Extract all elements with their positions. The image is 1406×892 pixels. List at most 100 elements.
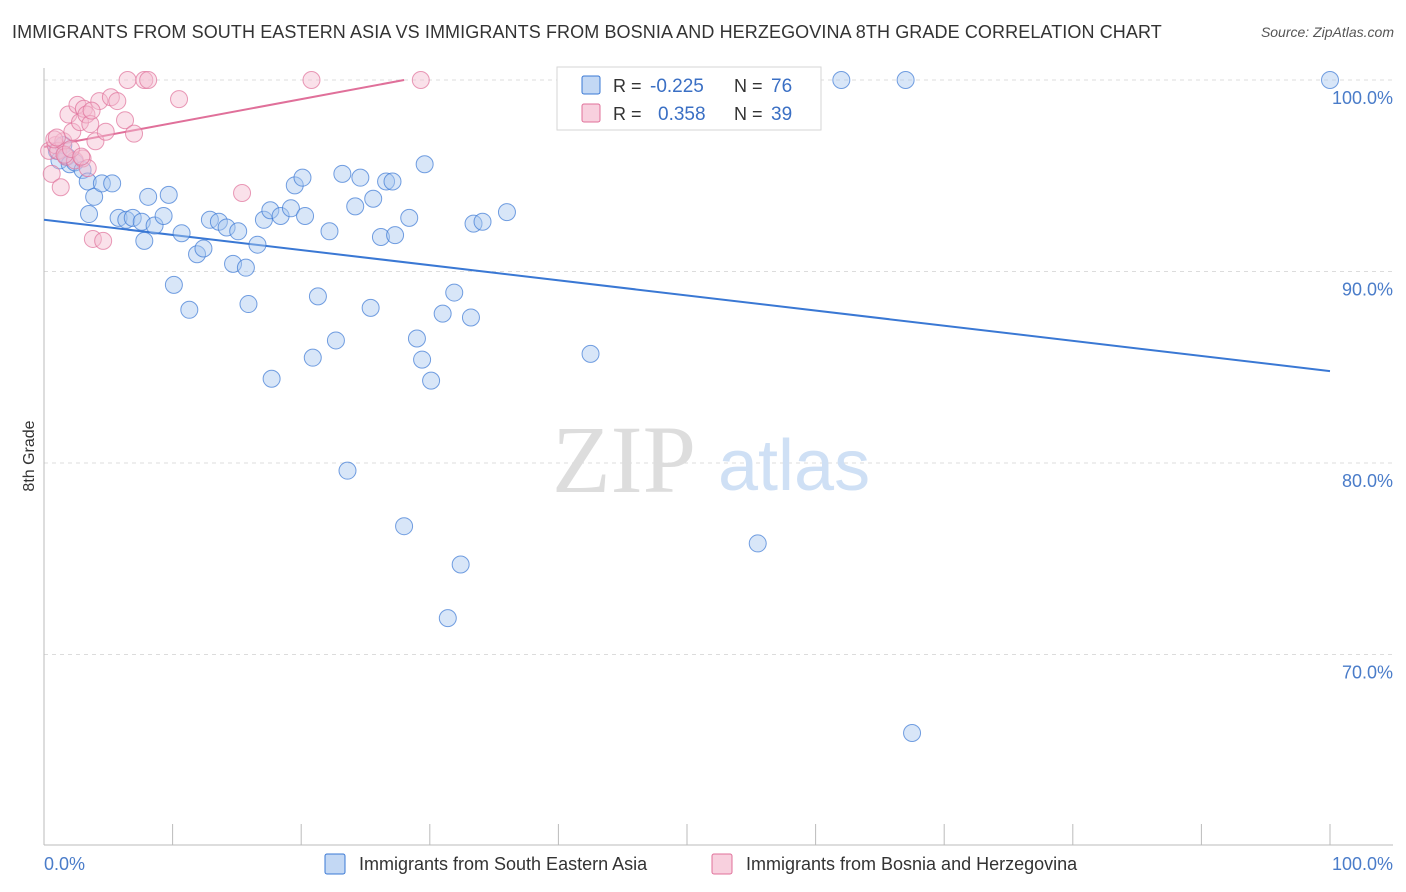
point-blue-8 bbox=[80, 205, 99, 224]
stats-n-value-pink: 39 bbox=[771, 104, 792, 125]
point-blue-54 bbox=[383, 172, 402, 191]
point-blue-38 bbox=[281, 199, 300, 218]
point-pink-36 bbox=[72, 147, 91, 166]
point-blue-42 bbox=[303, 348, 322, 367]
point-blue-59 bbox=[413, 350, 432, 369]
chart-title: IMMIGRANTS FROM SOUTH EASTERN ASIA VS IM… bbox=[12, 22, 1162, 42]
x-tick-label-min: 0.0% bbox=[44, 854, 85, 874]
point-pink-1 bbox=[42, 164, 61, 183]
point-blue-23 bbox=[180, 300, 199, 319]
y-tick-label-70: 70.0% bbox=[1342, 663, 1393, 683]
legend-swatch-south-eastern-asia bbox=[324, 853, 346, 875]
point-pink-16 bbox=[81, 115, 100, 134]
point-blue-33 bbox=[248, 235, 267, 254]
point-blue-14 bbox=[123, 208, 142, 227]
stats-r-label-blue: R = bbox=[613, 76, 642, 96]
source-label: Source: ZipAtlas.com bbox=[1260, 24, 1394, 40]
stats-r-value-pink: 0.358 bbox=[658, 104, 706, 125]
point-blue-57 bbox=[400, 208, 419, 227]
stats-r-label-pink: R = bbox=[613, 104, 642, 124]
point-pink-27 bbox=[135, 71, 154, 89]
point-blue-63 bbox=[438, 609, 457, 628]
point-blue-49 bbox=[351, 168, 370, 187]
point-blue-20 bbox=[159, 185, 178, 204]
point-blue-28 bbox=[217, 218, 236, 237]
watermark: ZIP atlas bbox=[552, 406, 870, 513]
point-pink-32 bbox=[411, 71, 430, 89]
stats-r-value-blue: -0.225 bbox=[650, 76, 704, 97]
y-tick-label-90: 90.0% bbox=[1342, 280, 1393, 300]
point-blue-56 bbox=[395, 517, 414, 536]
trend-line-pink bbox=[43, 79, 405, 149]
point-blue-48 bbox=[346, 197, 365, 216]
point-blue-12 bbox=[109, 208, 128, 227]
point-blue-66 bbox=[461, 308, 480, 327]
legend-swatch-bosnia-herzegovina bbox=[711, 853, 733, 875]
watermark-atlas: atlas bbox=[718, 426, 870, 506]
point-blue-71 bbox=[748, 534, 767, 553]
point-pink-24 bbox=[116, 111, 135, 130]
x-tick-label-max: 100.0% bbox=[1332, 854, 1393, 874]
point-blue-70 bbox=[581, 344, 600, 363]
point-blue-72 bbox=[832, 71, 851, 89]
point-blue-35 bbox=[261, 201, 280, 220]
point-pink-28 bbox=[139, 71, 158, 89]
point-blue-60 bbox=[415, 155, 434, 174]
point-pink-21 bbox=[96, 122, 115, 141]
point-pink-31 bbox=[302, 71, 321, 89]
point-pink-20 bbox=[94, 231, 113, 250]
point-blue-62 bbox=[433, 304, 452, 323]
point-blue-44 bbox=[320, 222, 339, 241]
legend-label-south-eastern-asia: Immigrants from South Eastern Asia bbox=[359, 854, 648, 874]
point-blue-65 bbox=[451, 555, 470, 574]
stats-legend: R = -0.225 N = 76 R = 0.358 N = 39 bbox=[556, 66, 822, 131]
point-blue-36 bbox=[262, 369, 281, 388]
point-blue-73 bbox=[896, 71, 915, 89]
point-blue-67 bbox=[464, 214, 483, 233]
point-blue-22 bbox=[172, 224, 191, 243]
point-blue-18 bbox=[145, 216, 164, 235]
stats-legend-box bbox=[556, 66, 822, 131]
legend-label-bosnia-herzegovina: Immigrants from Bosnia and Herzegovina bbox=[746, 854, 1078, 874]
point-blue-7 bbox=[78, 172, 97, 191]
point-blue-32 bbox=[239, 295, 258, 314]
point-blue-64 bbox=[445, 283, 464, 302]
point-blue-16 bbox=[135, 231, 154, 250]
point-pink-19 bbox=[90, 92, 109, 111]
point-blue-41 bbox=[296, 206, 315, 225]
stats-n-value-blue: 76 bbox=[771, 76, 792, 97]
grid-lines bbox=[44, 79, 1393, 655]
point-pink-35 bbox=[62, 139, 81, 158]
point-blue-21 bbox=[164, 275, 183, 294]
axes bbox=[43, 68, 1393, 846]
stats-n-label-blue: N = bbox=[734, 76, 763, 96]
point-blue-53 bbox=[377, 172, 396, 191]
point-blue-74 bbox=[903, 724, 922, 743]
point-blue-30 bbox=[229, 222, 248, 241]
point-blue-10 bbox=[92, 174, 111, 193]
point-blue-58 bbox=[407, 329, 426, 348]
point-blue-9 bbox=[85, 187, 104, 206]
point-blue-31 bbox=[236, 258, 255, 277]
point-blue-68 bbox=[473, 212, 492, 231]
point-blue-43 bbox=[308, 287, 327, 306]
point-blue-25 bbox=[194, 239, 213, 258]
point-blue-55 bbox=[386, 226, 405, 245]
point-blue-45 bbox=[326, 331, 345, 350]
point-pink-25 bbox=[118, 71, 137, 89]
point-pink-38 bbox=[47, 128, 66, 147]
point-blue-51 bbox=[364, 189, 383, 208]
point-blue-52 bbox=[371, 228, 390, 247]
point-pink-4 bbox=[51, 178, 70, 197]
point-blue-40 bbox=[293, 168, 312, 187]
point-pink-37 bbox=[82, 101, 101, 120]
stats-legend-swatch-pink bbox=[581, 103, 601, 123]
point-pink-26 bbox=[125, 124, 144, 143]
point-pink-33 bbox=[45, 130, 64, 149]
point-pink-15 bbox=[78, 159, 97, 178]
point-blue-50 bbox=[361, 298, 380, 317]
point-blue-37 bbox=[271, 206, 290, 225]
point-pink-30 bbox=[233, 183, 252, 202]
stats-legend-swatch-blue bbox=[581, 75, 601, 95]
